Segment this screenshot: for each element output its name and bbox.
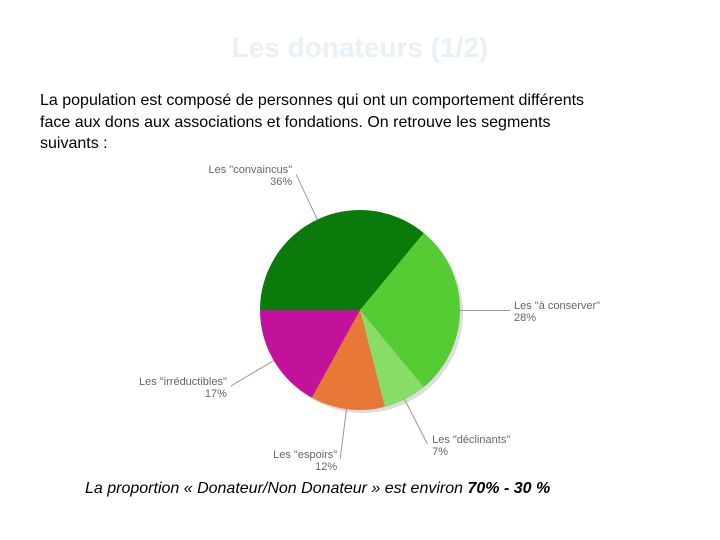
- slice-label: Les "à conserver"28%: [514, 300, 600, 324]
- slide: Les donateurs (1/2) La population est co…: [0, 0, 720, 540]
- slice-label: Les "convaincus"36%: [209, 164, 293, 188]
- slice-label: Les "déclinants"7%: [432, 434, 510, 458]
- page-title: Les donateurs (1/2): [0, 32, 720, 64]
- footer-bold: 70% - 30 %: [467, 480, 550, 497]
- pie-chart: Les "convaincus"36%Les "à conserver"28%L…: [130, 190, 590, 430]
- leader-line: [460, 310, 510, 311]
- slice-label: Les "espoirs"12%: [273, 449, 337, 473]
- intro-paragraph: La population est composé de personnes q…: [40, 90, 600, 155]
- footer-note: La proportion « Donateur/Non Donateur » …: [85, 480, 645, 498]
- footer-prefix: La proportion « Donateur/Non Donateur » …: [85, 480, 467, 497]
- pie-wrap: [260, 210, 460, 410]
- slice-label: Les "irréductibles"17%: [139, 376, 227, 400]
- pie-slice-layer: [260, 210, 460, 410]
- leader-line: [340, 409, 347, 459]
